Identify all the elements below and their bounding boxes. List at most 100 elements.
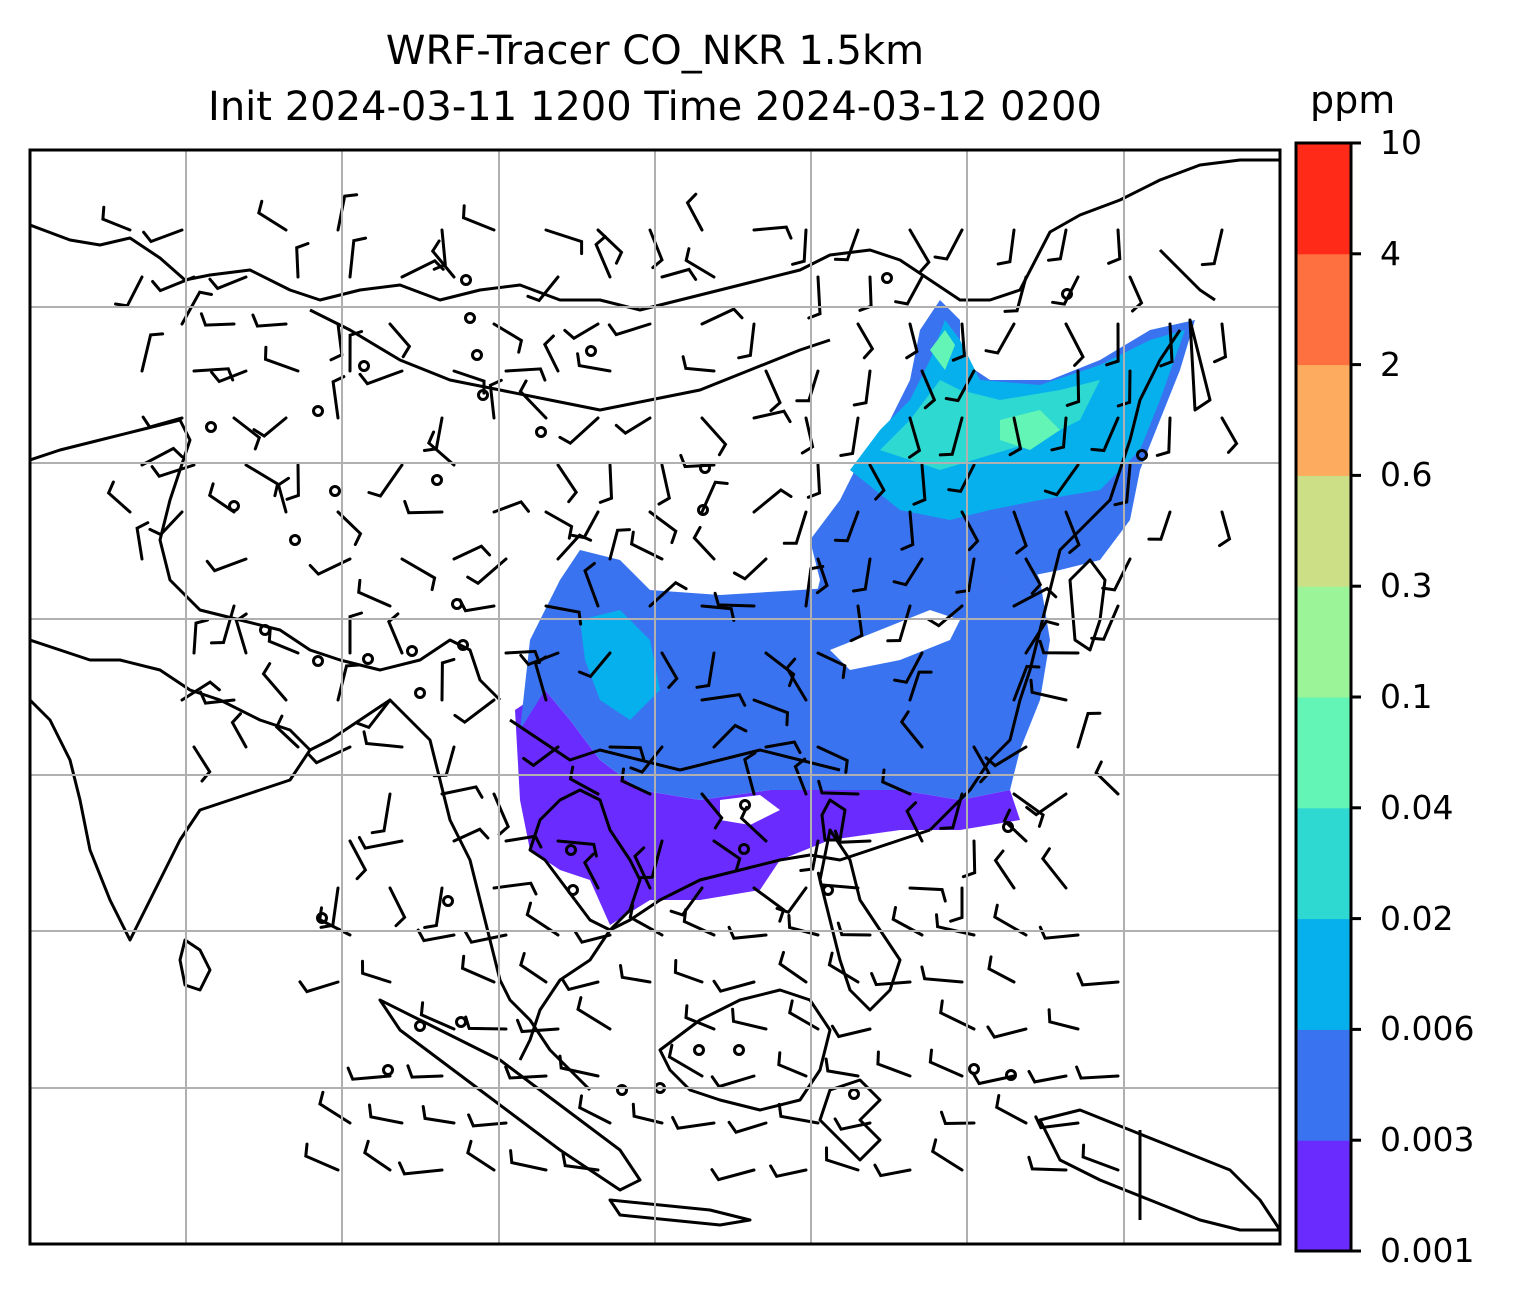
wind-barb <box>614 416 652 435</box>
coast-bay-bengal <box>309 698 502 981</box>
calm-marker <box>316 912 328 924</box>
wind-barb <box>799 839 820 872</box>
wind-barb <box>386 612 404 655</box>
coast-java <box>608 1198 752 1227</box>
coast-sakhalin <box>1188 318 1212 412</box>
wind-barb <box>692 525 716 561</box>
wind-barb <box>504 834 543 849</box>
wind-barb <box>106 480 132 514</box>
wind-barb <box>858 275 873 312</box>
wind-barb <box>583 561 600 608</box>
wind-barb <box>150 463 196 479</box>
wind-barb <box>817 779 860 796</box>
calm-marker <box>733 1044 745 1056</box>
coastlines <box>30 158 1280 1232</box>
wind-barb <box>308 557 352 576</box>
wind-barb <box>752 698 790 727</box>
coast-asia-north <box>30 158 1280 312</box>
calm-marker <box>1005 1069 1017 1081</box>
wind-barb <box>232 416 262 451</box>
wind-barb <box>199 312 236 327</box>
wind-barb <box>930 1138 964 1172</box>
wind-barb <box>574 930 612 944</box>
wind-barb <box>764 740 802 755</box>
wind-barb <box>388 886 407 928</box>
wind-barb <box>568 765 600 796</box>
wind-barb <box>1065 369 1081 407</box>
calm-wind-markers <box>205 272 1148 1100</box>
coast-philippines <box>818 828 902 1012</box>
wind-barb <box>905 322 919 360</box>
colorbar-segment <box>1296 1029 1351 1141</box>
wind-barb <box>560 977 600 992</box>
wind-barb <box>752 886 786 923</box>
wind-barb <box>519 651 560 667</box>
wind-barb <box>460 954 496 984</box>
wind-barb <box>318 1090 352 1125</box>
plume-green <box>930 330 1060 450</box>
wind-barb <box>1076 972 1120 987</box>
wind-barb <box>1038 925 1080 940</box>
wind-barb <box>629 530 664 561</box>
wind-barb <box>492 881 538 896</box>
wind-barb <box>452 544 492 561</box>
wind-barb <box>806 463 822 499</box>
wind-barb <box>893 651 924 684</box>
wind-barb <box>710 1074 756 1089</box>
colorbar-tick-label: 0.001 <box>1380 1231 1475 1270</box>
coast-sulawesi <box>818 1078 882 1162</box>
calm-marker <box>406 645 418 657</box>
wind-barb <box>1038 639 1080 655</box>
wind-barb <box>608 528 631 561</box>
wind-barb <box>452 827 490 843</box>
wind-barb <box>180 290 213 326</box>
wind-barb <box>1075 1065 1120 1080</box>
wind-barb <box>984 322 1016 355</box>
wind-barb <box>403 499 444 515</box>
wind-barb <box>935 913 976 937</box>
wind-barb <box>576 352 612 373</box>
wind-barb <box>700 307 744 326</box>
coast-sumatra <box>378 998 642 1192</box>
wind-barb <box>142 228 184 244</box>
wind-barb <box>695 651 716 689</box>
calm-marker <box>312 655 324 667</box>
wind-barb <box>298 980 340 994</box>
wind-barb <box>955 557 976 594</box>
colorbar-segment <box>1296 697 1351 809</box>
wind-barb <box>933 228 964 261</box>
wind-barb <box>712 979 756 993</box>
wind-barbs <box>101 192 1239 1182</box>
wind-barb <box>881 768 912 796</box>
wind-barb <box>681 355 716 373</box>
wind-barb <box>619 964 652 984</box>
calm-marker <box>414 1020 426 1032</box>
coast-malay <box>498 979 592 1092</box>
wind-barb <box>995 1094 1028 1125</box>
calm-marker <box>460 274 472 286</box>
calm-marker <box>477 389 489 401</box>
wind-barb <box>1027 1069 1068 1084</box>
wind-barb <box>141 415 184 429</box>
wind-barb <box>1090 604 1120 641</box>
wind-barb <box>949 886 964 923</box>
wind-barb <box>578 1094 612 1125</box>
wind-barb <box>795 369 820 403</box>
calm-marker <box>881 272 893 284</box>
wind-barb <box>1002 808 1028 843</box>
wind-barb <box>800 416 815 455</box>
wind-barb <box>631 1102 664 1125</box>
wind-barb <box>920 965 964 984</box>
coast-korea <box>1068 558 1107 652</box>
wind-barb <box>679 453 716 469</box>
wind-barb <box>542 334 560 373</box>
calm-marker <box>464 312 476 324</box>
calm-marker <box>431 474 443 486</box>
wind-barb <box>891 906 924 937</box>
wind-barb <box>114 275 144 308</box>
wind-barb <box>1012 586 1058 608</box>
wind-barb <box>830 1024 872 1039</box>
colorbar-tick-label: 0.1 <box>1380 677 1433 716</box>
wind-barb <box>868 463 886 501</box>
